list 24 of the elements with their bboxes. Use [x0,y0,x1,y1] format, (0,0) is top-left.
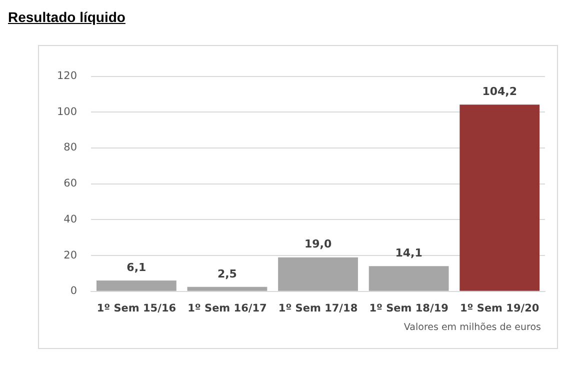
x-tick-label: 1º Sem 16/17 [188,302,267,314]
chart-title: Resultado líquido [8,9,126,25]
y-tick-label: 20 [64,249,78,262]
y-tick-label: 80 [64,142,78,154]
y-tick-label: 0 [70,285,78,298]
data-label: 2,5 [217,267,237,280]
data-label: 19,0 [304,238,332,251]
bar [96,280,176,291]
y-tick-label: 40 [64,213,78,226]
bar [368,266,449,291]
bar [278,257,358,291]
text: Valores em milhões de euros [404,322,541,333]
y-tick-label: 60 [64,178,78,190]
data-label: 6,1 [126,260,146,274]
bar [460,104,540,291]
data-label: 14,1 [395,246,422,260]
x-tick-label: 1º Sem 17/18 [278,302,358,314]
bar [187,286,268,291]
y-tick-label: 120 [56,70,78,82]
data-label: 104,2 [482,84,518,98]
y-tick-label: 100 [56,106,78,118]
x-tick-label: 1º Sem 18/19 [369,302,448,314]
x-tick-label: 1º Sem 15/16 [96,302,176,314]
x-tick-label: 1º Sem 19/20 [460,302,540,314]
